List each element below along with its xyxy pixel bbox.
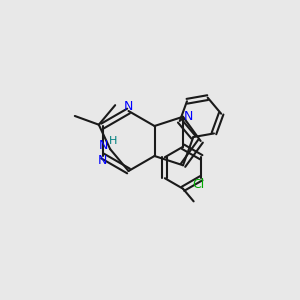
Text: N: N <box>124 100 133 113</box>
Text: Cl: Cl <box>192 178 204 191</box>
Text: N: N <box>99 139 108 152</box>
Text: H: H <box>108 136 117 146</box>
Text: N: N <box>98 154 107 167</box>
Text: N: N <box>184 110 193 123</box>
